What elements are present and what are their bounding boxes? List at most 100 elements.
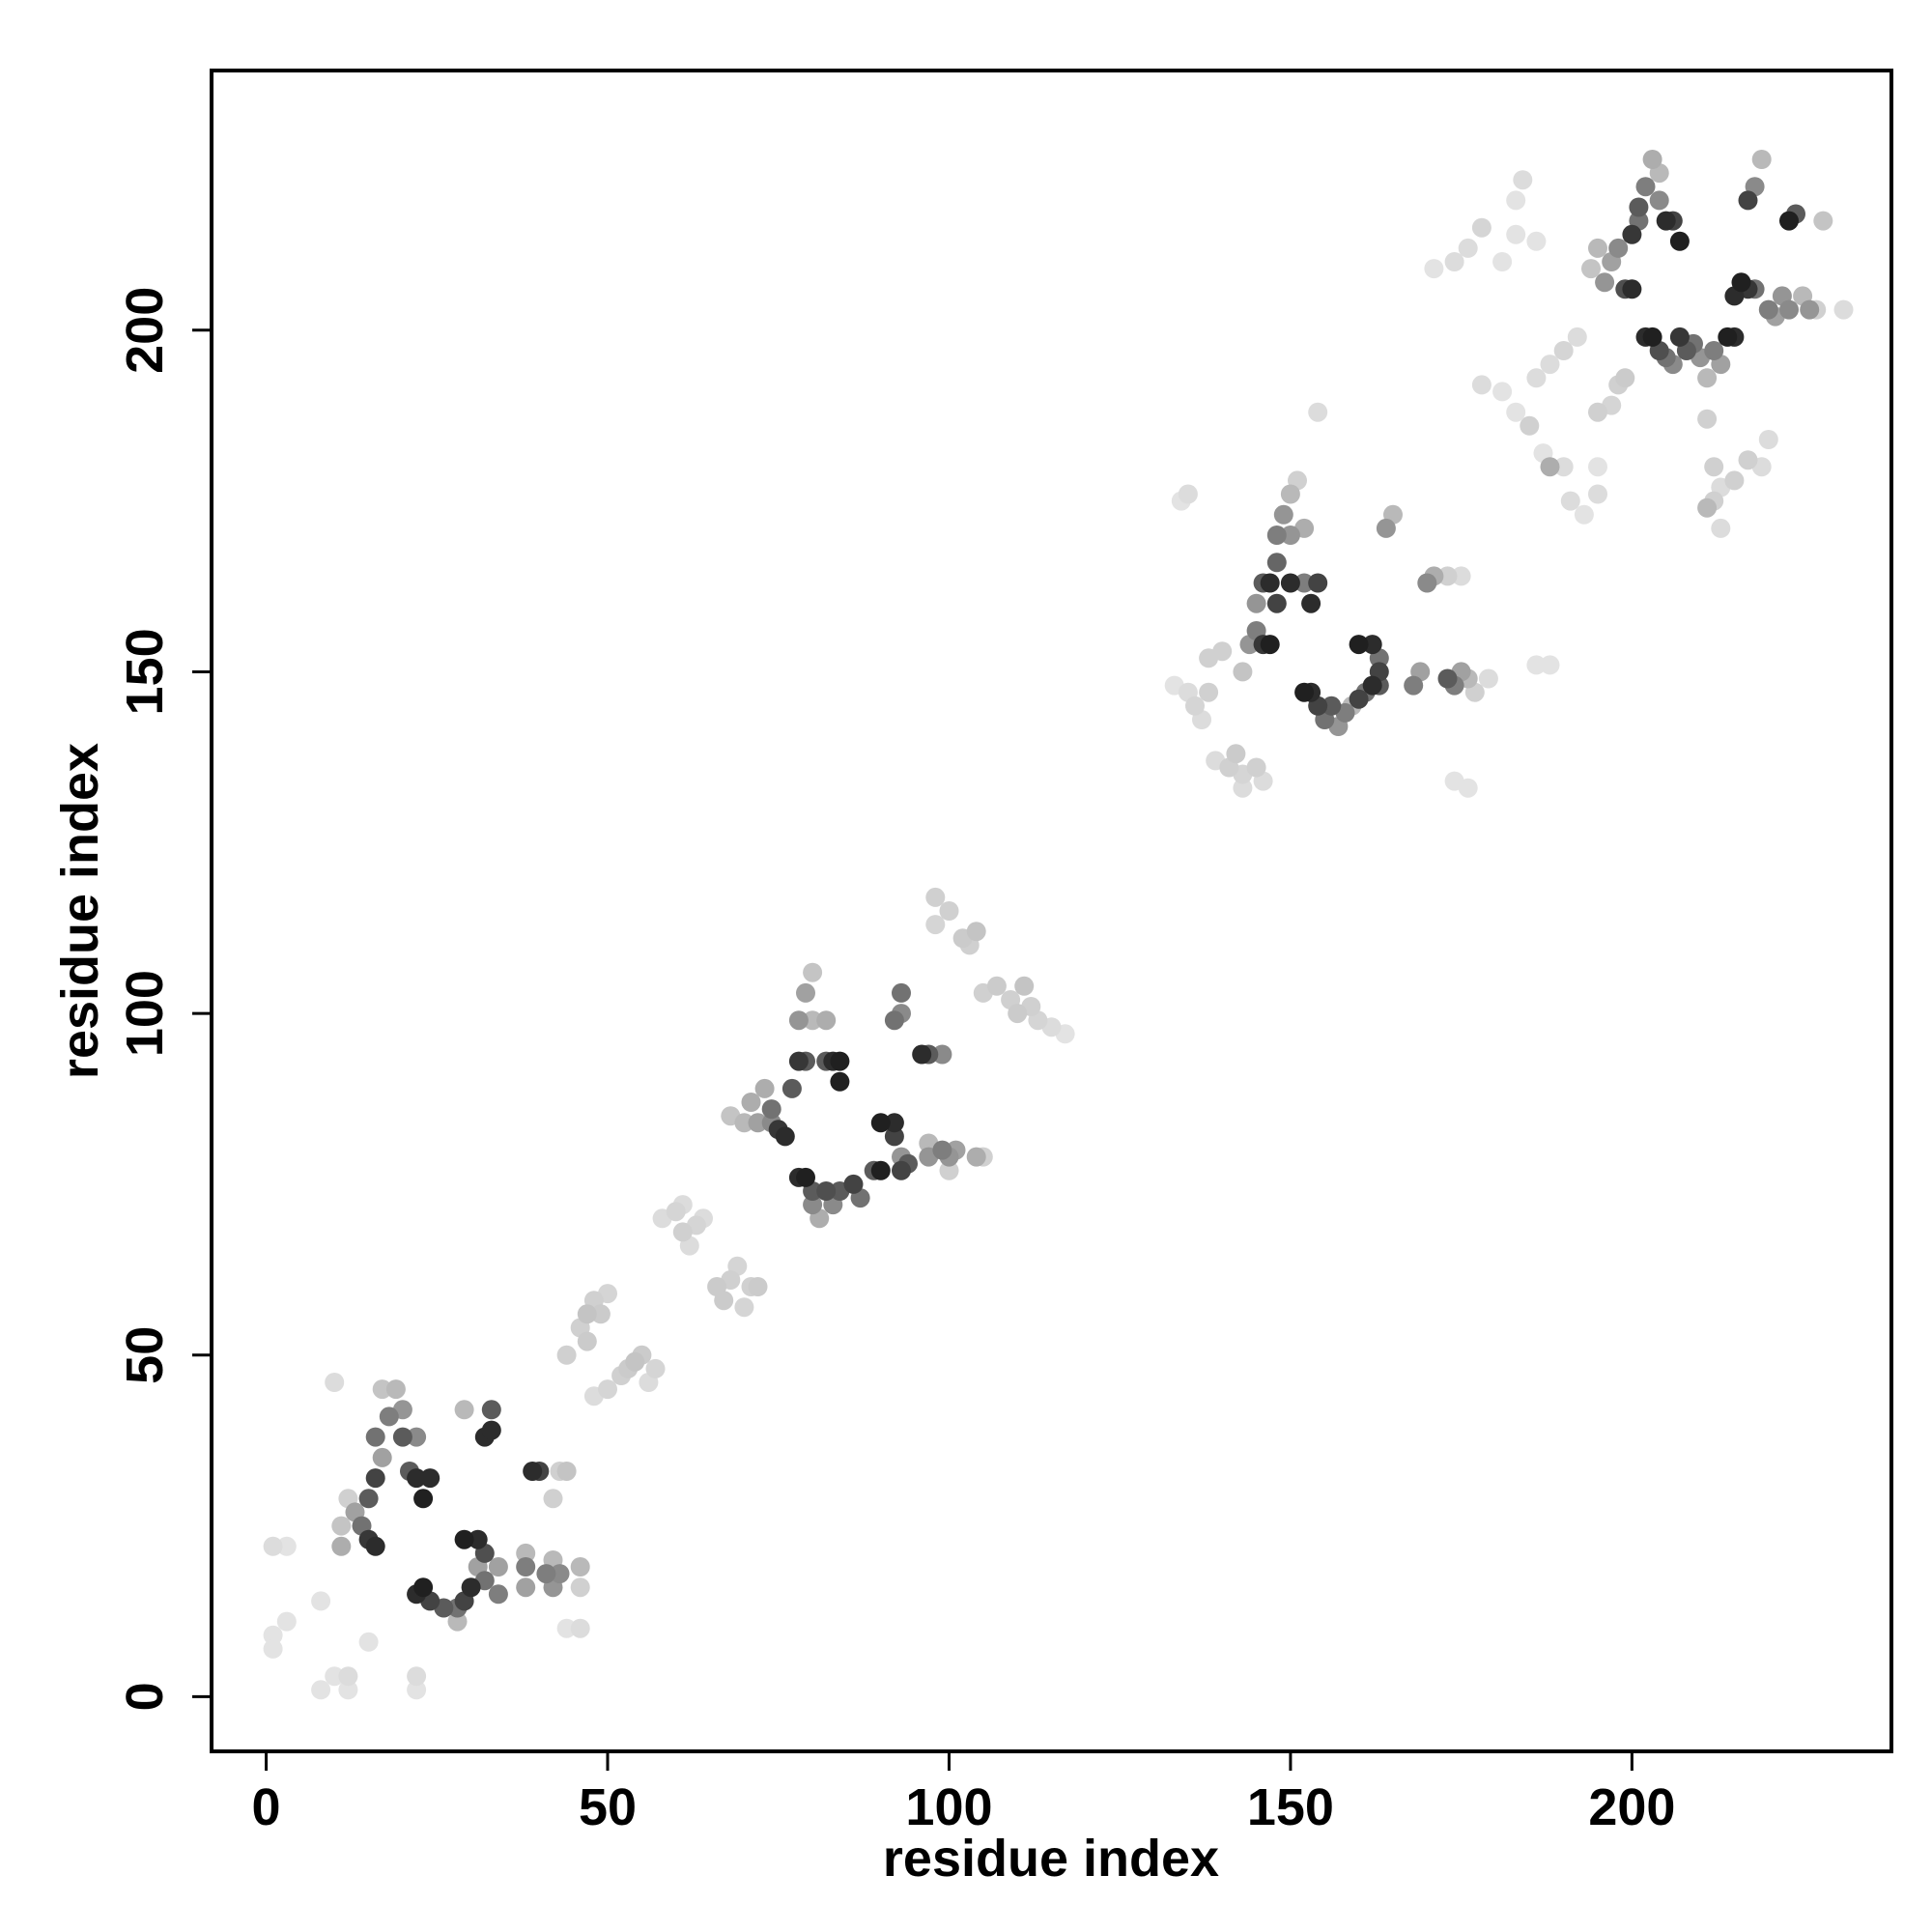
data-point — [816, 1181, 837, 1201]
data-point — [816, 1010, 837, 1031]
data-point — [311, 1591, 331, 1611]
data-point — [741, 1093, 761, 1112]
data-point — [1588, 402, 1607, 422]
y-tick-label: 100 — [116, 970, 174, 1057]
data-point — [672, 1222, 693, 1242]
data-point — [781, 1078, 802, 1098]
data-point — [1294, 682, 1315, 702]
data-point — [939, 1160, 959, 1180]
data-point — [796, 1167, 815, 1187]
data-point — [1622, 279, 1642, 299]
data-point — [1567, 327, 1587, 347]
data-point — [1308, 402, 1328, 422]
data-point — [1321, 696, 1342, 716]
data-point — [1280, 526, 1300, 545]
data-point — [556, 1345, 577, 1365]
data-point — [754, 1078, 775, 1098]
data-point — [1451, 566, 1471, 586]
data-point — [1718, 327, 1738, 347]
data-point — [392, 1427, 412, 1447]
data-point — [413, 1489, 434, 1509]
data-point — [447, 1611, 468, 1632]
x-tick-label: 150 — [1247, 1778, 1334, 1836]
data-point — [550, 1564, 570, 1584]
data-point — [570, 1618, 590, 1638]
data-point — [1506, 224, 1526, 244]
data-point — [1233, 778, 1253, 798]
data-point — [365, 1427, 385, 1447]
y-tick-label: 150 — [116, 628, 174, 715]
data-point — [1560, 491, 1580, 511]
data-point — [407, 1427, 427, 1447]
data-point — [1526, 368, 1547, 388]
data-point — [570, 1577, 590, 1598]
x-tick-label: 100 — [905, 1778, 992, 1836]
data-point — [461, 1577, 481, 1598]
data-point — [325, 1373, 345, 1392]
data-point — [1635, 177, 1656, 197]
data-point — [379, 1406, 399, 1427]
data-point — [413, 1577, 434, 1598]
data-point — [556, 1618, 577, 1638]
data-point — [803, 962, 823, 982]
data-point — [884, 1126, 904, 1147]
data-point — [1520, 415, 1540, 436]
data-point — [1260, 635, 1280, 655]
data-point — [884, 1010, 904, 1031]
data-point — [625, 1351, 645, 1372]
data-point — [932, 1044, 952, 1065]
data-point — [1444, 252, 1464, 271]
data-point — [407, 1680, 427, 1700]
data-point — [372, 1379, 392, 1400]
data-point — [884, 1113, 904, 1133]
data-point — [331, 1516, 352, 1536]
data-point — [358, 1489, 379, 1509]
data-point — [1362, 675, 1382, 696]
data-point — [1506, 402, 1526, 422]
data-point — [1656, 211, 1676, 231]
data-point — [1833, 299, 1854, 320]
data-point — [516, 1543, 536, 1563]
data-point — [748, 1277, 768, 1296]
data-point — [1246, 593, 1266, 613]
data-point — [311, 1680, 331, 1700]
data-point — [263, 1625, 283, 1645]
data-point — [803, 1195, 823, 1215]
data-point — [1178, 484, 1198, 504]
data-point — [892, 1160, 911, 1180]
data-point — [577, 1331, 597, 1351]
data-point — [1458, 238, 1478, 258]
data-point — [1697, 368, 1718, 388]
data-point — [1588, 484, 1607, 504]
data-point — [1458, 778, 1478, 798]
data-point — [1437, 668, 1458, 689]
data-point — [796, 982, 815, 1003]
data-point — [734, 1113, 754, 1133]
data-point — [1540, 355, 1560, 375]
data-point — [1581, 259, 1601, 279]
data-point — [1595, 272, 1615, 293]
data-point — [1266, 526, 1287, 545]
data-point — [1553, 457, 1574, 477]
data-point — [775, 1126, 795, 1147]
data-point — [570, 1557, 590, 1577]
data-point — [1642, 150, 1662, 169]
data-point — [803, 1010, 823, 1031]
data-point — [1266, 553, 1287, 573]
data-point — [1642, 327, 1662, 347]
data-point — [263, 1536, 283, 1556]
data-point — [420, 1468, 440, 1489]
data-point — [1779, 211, 1799, 231]
data-point — [830, 1051, 850, 1071]
data-point — [788, 1051, 809, 1071]
data-point — [1308, 573, 1328, 593]
y-axis-title: residue index — [51, 743, 109, 1079]
data-point — [488, 1584, 508, 1605]
data-point — [1233, 662, 1253, 682]
data-point — [454, 1400, 474, 1420]
plot-area — [263, 150, 1854, 1700]
data-point — [1697, 497, 1718, 518]
data-point — [1526, 655, 1547, 675]
data-point — [481, 1420, 501, 1440]
